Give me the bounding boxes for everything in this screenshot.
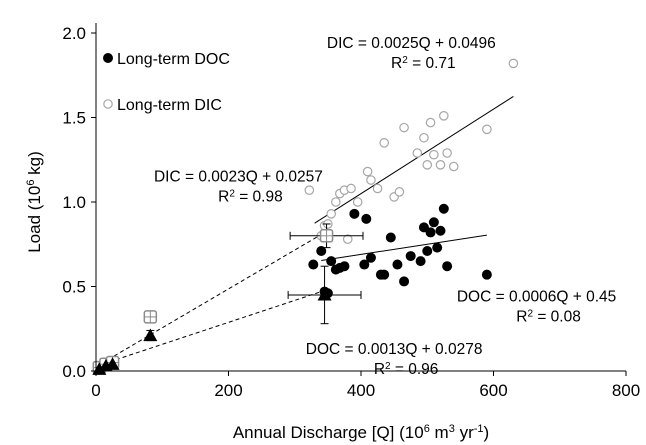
data-point <box>339 261 350 272</box>
trendline <box>95 290 325 367</box>
series-long-term-doc <box>308 203 492 299</box>
data-point <box>361 213 372 224</box>
trendline <box>314 96 514 224</box>
equation-line: R2 = 0.98 <box>218 188 283 206</box>
x-tick-label: 200 <box>214 381 242 400</box>
data-point <box>432 242 443 253</box>
data-point <box>425 117 436 128</box>
x-tick-label: 800 <box>612 381 640 400</box>
data-point <box>435 225 446 236</box>
data-point <box>326 256 337 267</box>
equation-line: R2 = 0.71 <box>391 55 456 73</box>
data-point <box>304 185 315 195</box>
data-point <box>481 269 492 280</box>
equation-annotation: DOC = 0.0013Q + 0.0278 R2 = 0.96 <box>306 341 483 378</box>
data-point <box>435 160 446 170</box>
x-tick-label: 0 <box>91 381 100 400</box>
data-point <box>428 217 439 228</box>
y-tick-label: 1.0 <box>62 193 86 212</box>
data-point <box>362 166 373 177</box>
y-tick-label: 0.5 <box>62 278 86 297</box>
data-point <box>439 111 449 121</box>
data-point <box>442 261 453 272</box>
x-tick-label: 400 <box>347 381 375 400</box>
trendline <box>321 234 487 261</box>
data-point <box>308 259 319 270</box>
equation-annotation: DIC = 0.0023Q + 0.0257 R2 = 0.98 <box>154 169 323 206</box>
data-point <box>422 160 433 170</box>
data-point <box>317 287 332 301</box>
data-point <box>418 222 429 233</box>
data-point <box>326 209 336 219</box>
equation-line: DOC = 0.0006Q + 0.45 <box>457 289 616 306</box>
data-point <box>143 328 158 342</box>
data-point <box>349 208 360 219</box>
data-point <box>448 161 459 172</box>
x-tick-label: 600 <box>479 381 507 400</box>
data-point <box>422 246 433 257</box>
legend-label: Long-term DOC <box>117 51 230 68</box>
data-point <box>415 256 426 267</box>
data-point <box>419 132 429 143</box>
data-point <box>365 252 376 263</box>
x-axis-title: Annual Discharge [Q] (106 m3 yr-1) <box>233 423 489 442</box>
data-point <box>379 138 389 148</box>
axes: 0.0 0.5 1.0 1.5 2.0 0 200 400 600 800 Annual Disch… <box>25 23 640 442</box>
trendline <box>95 230 329 368</box>
data-point <box>316 246 327 257</box>
data-point <box>429 149 439 160</box>
series-long-term-dic <box>304 58 519 244</box>
equation-line: DIC = 0.0025Q + 0.0496 <box>327 35 496 52</box>
data-point <box>442 148 452 158</box>
data-point <box>482 124 492 135</box>
y-axis-title: Load (106 kg) <box>25 151 44 253</box>
y-tick-label: 1.5 <box>62 109 86 128</box>
legend-label: Long-term DIC <box>117 97 222 114</box>
equation-annotation: DIC = 0.0025Q + 0.0496 R2 = 0.71 <box>327 35 496 72</box>
data-point <box>105 357 120 370</box>
data-point <box>103 99 113 109</box>
data-point <box>508 58 519 69</box>
data-point <box>394 187 405 197</box>
data-point <box>425 227 436 238</box>
y-tick-label: 2.0 <box>62 24 86 43</box>
series-doc-mean-triangle- <box>92 265 362 375</box>
data-point <box>392 259 403 270</box>
data-point <box>412 148 423 158</box>
data-point <box>379 269 390 280</box>
data-point <box>438 203 449 214</box>
data-point <box>346 183 356 194</box>
data-point <box>385 232 396 243</box>
data-point <box>342 234 353 244</box>
data-point <box>399 276 410 287</box>
plot-area <box>92 58 519 375</box>
data-point <box>103 53 113 63</box>
y-tick-label: 0.0 <box>62 362 86 381</box>
data-point <box>399 122 409 133</box>
equation-line: R2 = 0.08 <box>516 308 581 326</box>
equation-annotation: DOC = 0.0006Q + 0.45 R2 = 0.08 <box>457 289 616 326</box>
data-point <box>352 197 363 207</box>
equation-line: R2 = 0.96 <box>374 361 439 379</box>
data-point <box>331 197 341 207</box>
equation-line: DOC = 0.0013Q + 0.0278 <box>306 341 483 358</box>
data-point <box>366 175 376 185</box>
data-point <box>372 183 383 194</box>
data-point <box>405 251 416 262</box>
data-point <box>359 259 370 270</box>
equation-line: DIC = 0.0023Q + 0.0257 <box>154 169 323 186</box>
legend: Long-term DOC Long-term DIC <box>103 51 230 114</box>
